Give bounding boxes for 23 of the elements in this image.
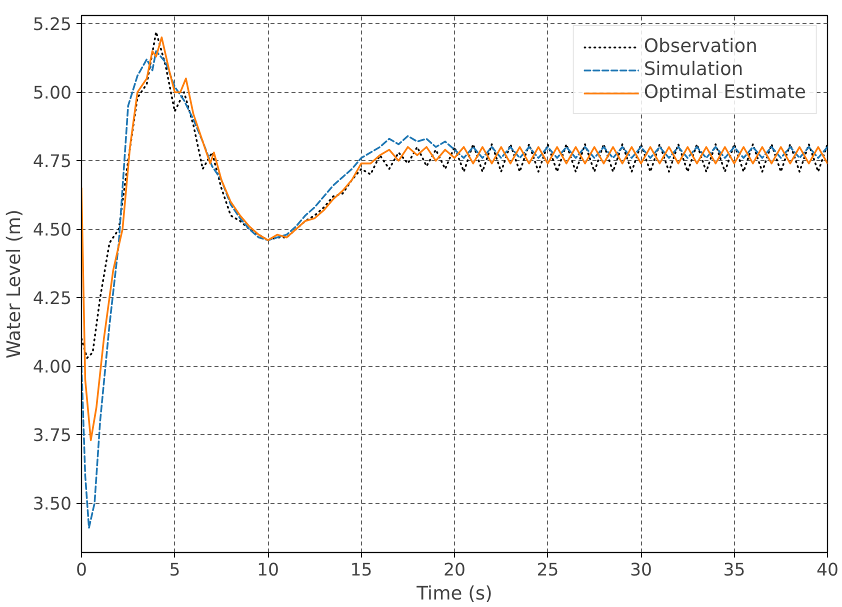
x-tick-label: 15 (350, 560, 372, 580)
y-tick-label: 5.25 (32, 15, 72, 36)
x-tick-label: 5 (169, 560, 180, 580)
y-tick-label: 3.75 (32, 426, 72, 446)
x-tick-label: 35 (723, 560, 746, 580)
legend-label: Optimal Estimate (644, 82, 806, 103)
y-tick-label: 3.50 (32, 494, 72, 515)
x-tick-label: 0 (76, 560, 88, 580)
x-tick-label: 10 (256, 560, 280, 580)
x-tick-label: 25 (536, 560, 559, 580)
x-tick-label: 30 (630, 560, 652, 580)
x-tick-label: 20 (443, 560, 466, 580)
legend-label: Simulation (644, 59, 744, 80)
y-tick-label: 4.25 (32, 289, 72, 310)
y-tick-label: 4.00 (32, 358, 72, 378)
x-axis-title: Time (s) (416, 584, 492, 604)
legend-label: Observation (644, 36, 758, 57)
line-series (82, 36, 828, 442)
y-tick-label: 4.75 (32, 152, 72, 172)
y-tick-label: 5.00 (32, 84, 72, 104)
x-tick-label: 40 (816, 560, 839, 580)
y-tick-label: 4.50 (32, 220, 72, 241)
y-axis-title: Water Level (m) (4, 209, 25, 358)
